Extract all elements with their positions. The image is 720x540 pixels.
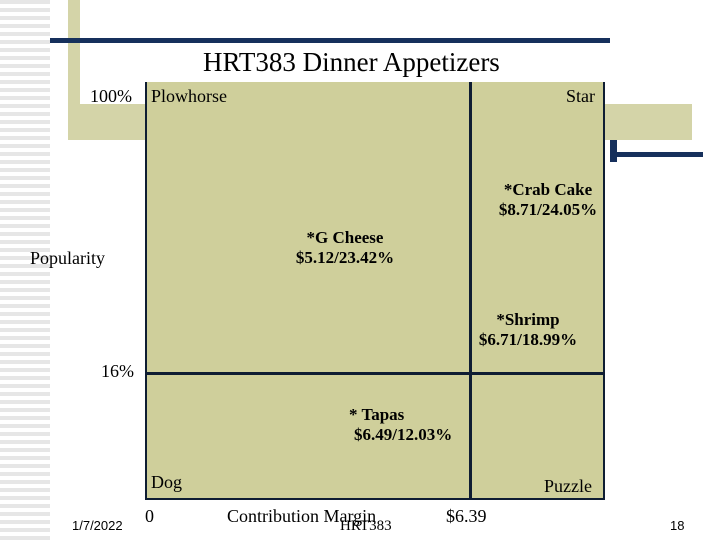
item-name: *Shrimp [496, 310, 560, 329]
x-axis-mid-label: $6.39 [446, 506, 487, 526]
item-value: $8.71/24.05% [498, 199, 598, 219]
item-g-cheese: *G Cheese $5.12/23.42% [282, 228, 408, 267]
y-axis-top-label: 100% [90, 86, 132, 106]
item-shrimp: *Shrimp $6.71/18.99% [472, 310, 584, 349]
x-axis-label: Contribution Margin [227, 506, 377, 526]
item-name: *Crab Cake [503, 180, 593, 199]
page-number: 18 [670, 518, 685, 533]
quadrant-dog-label: Dog [151, 472, 182, 492]
y-axis-mid-label: 16% [101, 361, 134, 381]
footer-date: 1/7/2022 [72, 518, 123, 533]
margin-divider [469, 82, 472, 500]
decorative-vertical-bar [68, 0, 80, 140]
item-tapas: * Tapas $6.49/12.03% [349, 405, 463, 444]
popularity-divider [145, 372, 605, 375]
decorative-accent [610, 140, 617, 162]
decorative-stripes [0, 0, 50, 540]
y-axis-label: Popularity [30, 248, 105, 268]
page-title: HRT383 Dinner Appetizers [203, 47, 500, 77]
item-value: $5.12/23.42% [295, 247, 395, 267]
quadrant-plowhorse-label: Plowhorse [151, 86, 227, 106]
item-name: *G Cheese [306, 228, 384, 247]
x-axis-min-label: 0 [145, 506, 154, 526]
item-value: $6.49/12.03% [354, 424, 453, 444]
item-crab-cake: *Crab Cake $8.71/24.05% [493, 180, 603, 219]
decorative-accent-line [617, 152, 703, 157]
item-value: $6.71/18.99% [478, 329, 578, 349]
item-name: * Tapas [349, 405, 405, 424]
quadrant-puzzle-label: Puzzle [544, 476, 592, 496]
matrix-frame [145, 82, 605, 500]
title-rule [50, 38, 610, 43]
footer-center: HRT383 [340, 518, 392, 534]
quadrant-star-label: Star [566, 86, 595, 106]
menu-matrix-background [145, 82, 605, 500]
